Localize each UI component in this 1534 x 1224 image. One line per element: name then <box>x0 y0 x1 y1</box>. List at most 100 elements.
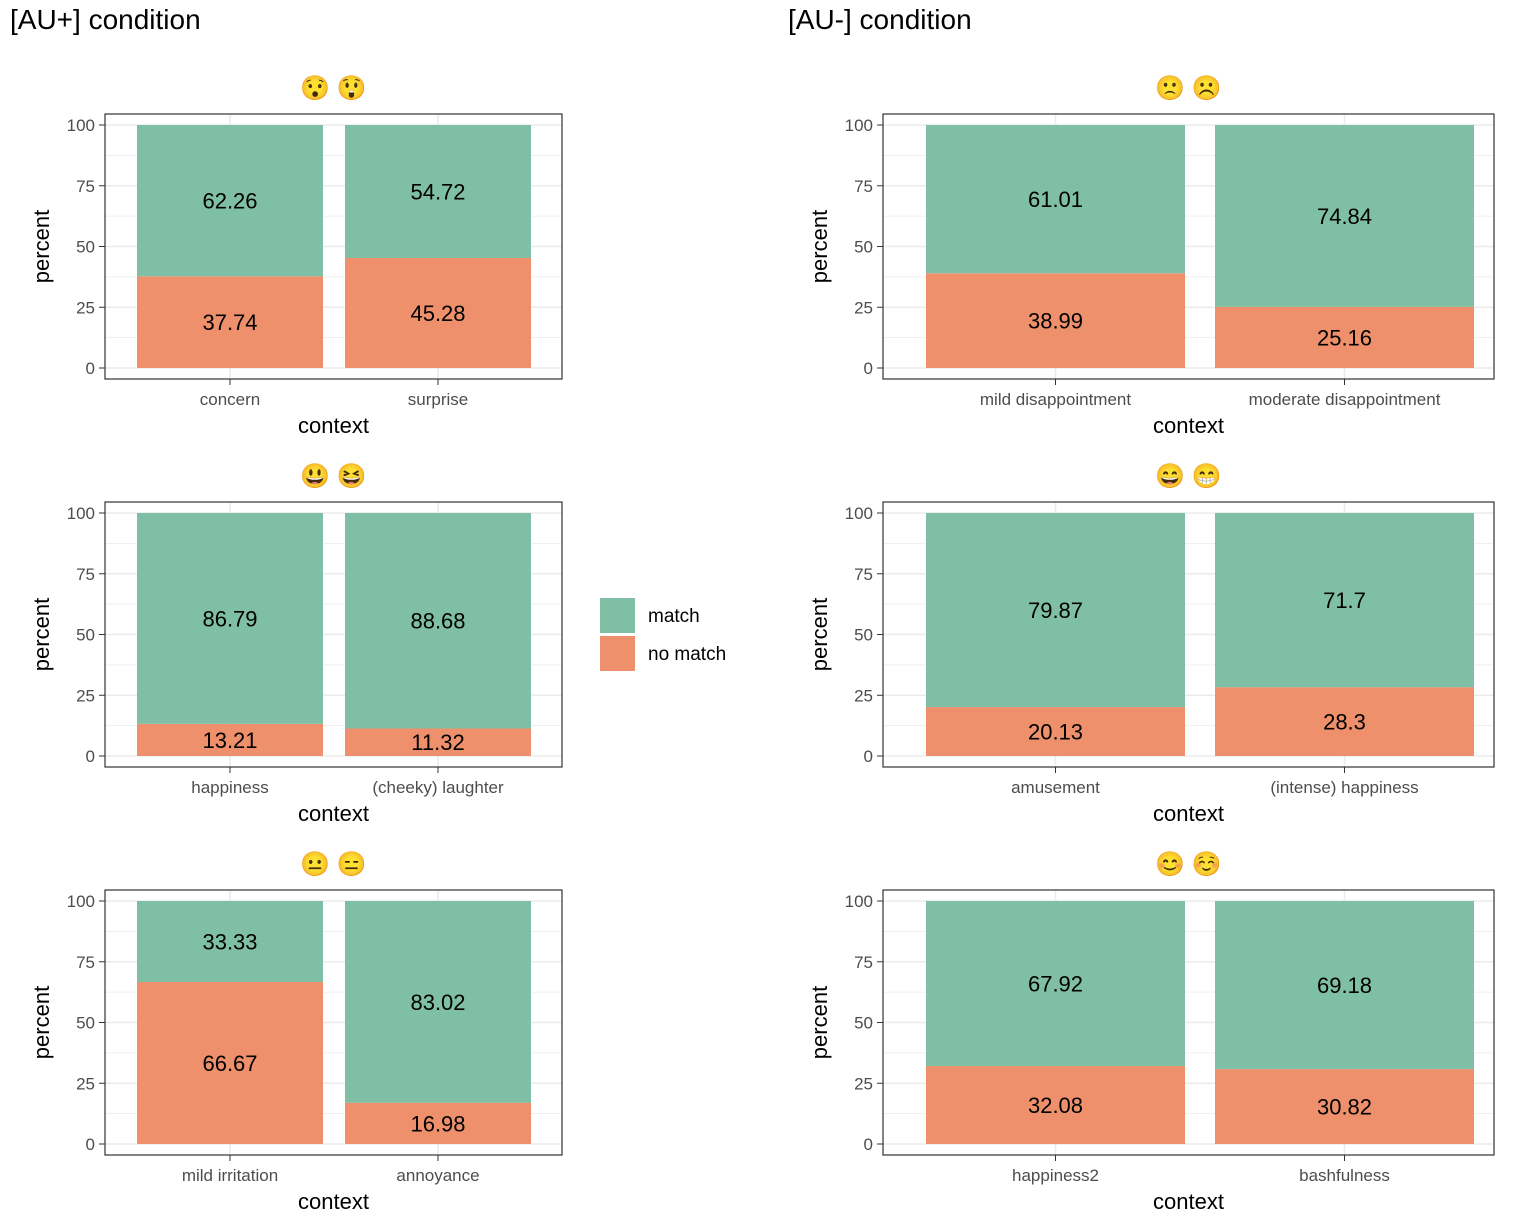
panel-4-y-tick-label: 75 <box>854 565 873 584</box>
panel-2-label-no-match-1: 38.99 <box>1028 309 1083 334</box>
panel-2-x-tick-label-2: moderate disappointment <box>1249 390 1441 409</box>
panel-2-bar-no-match-1 <box>926 273 1185 368</box>
panel-6-y-tick-label: 100 <box>845 892 873 911</box>
panel-5-label-no-match-1: 66.67 <box>202 1051 257 1076</box>
panel-1-y-tick-label: 25 <box>76 298 95 317</box>
panel-6-y-tick-label: 50 <box>854 1014 873 1033</box>
panel-5-y-tick-label: 0 <box>86 1135 95 1154</box>
panel-3-bar-no-match-2 <box>345 728 531 756</box>
panel-5-y-tick-label: 75 <box>76 953 95 972</box>
legend-swatch-1 <box>600 598 635 633</box>
panel-2-x-axis-title: context <box>1153 413 1224 438</box>
panel-3-emoji-title: 😃 😆 <box>300 463 366 490</box>
panel-6-label-match-1: 67.92 <box>1028 972 1083 997</box>
panel-5-y-axis-title: percent <box>29 986 54 1059</box>
panel-3-label-match-2: 88.68 <box>410 609 465 634</box>
panel-4-label-match-1: 79.87 <box>1028 598 1083 623</box>
legend-swatch-2 <box>600 636 635 671</box>
panel-4-bar-no-match-1 <box>926 707 1185 756</box>
panel-6-y-axis-title: percent <box>807 986 832 1059</box>
panel-1-y-tick-label: 0 <box>86 359 95 378</box>
panel-5-emoji-title: 😐 😑 <box>300 851 366 878</box>
panel-4-x-tick-label-2: (intense) happiness <box>1270 778 1418 797</box>
panel-3-bar-match-1 <box>137 513 323 724</box>
panel-5-label-match-2: 83.02 <box>410 990 465 1015</box>
panel-5-x-tick-label-1: mild irritation <box>182 1166 278 1185</box>
panel-2-bar-match-1 <box>926 125 1185 274</box>
panel-1-y-tick-label: 100 <box>67 116 95 135</box>
panel-3-y-tick-label: 0 <box>86 747 95 766</box>
panel-5-bar-no-match-2 <box>345 1102 531 1144</box>
panel-6-bar-no-match-2 <box>1215 1069 1474 1144</box>
panel-1-label-no-match-2: 45.28 <box>410 301 465 326</box>
panel-4-bar-match-1 <box>926 513 1185 708</box>
panel-5-y-tick-label: 25 <box>76 1074 95 1093</box>
legend-label-2: no match <box>648 644 726 665</box>
panel-1-bar-no-match-2 <box>345 257 531 368</box>
panel-5-x-tick-label-2: annoyance <box>396 1166 479 1185</box>
panel-1-y-axis-title: percent <box>29 210 54 283</box>
panel-1-label-match-1: 62.26 <box>202 189 257 214</box>
panel-1-bar-match-2 <box>345 125 531 258</box>
panel-4-label-match-2: 71.7 <box>1323 588 1366 613</box>
panel-2-y-tick-label: 25 <box>854 298 873 317</box>
condition-title-au-minus: [AU-] condition <box>788 4 972 35</box>
panel-4-bar-match-2 <box>1215 513 1474 688</box>
panel-1-label-match-2: 54.72 <box>410 179 465 204</box>
panel-2-y-tick-label: 0 <box>864 359 873 378</box>
panel-5-bar-match-1 <box>137 901 323 982</box>
panel-3-x-tick-label-1: happiness <box>191 778 269 797</box>
condition-title-au-plus: [AU+] condition <box>10 4 201 35</box>
panel-3-label-no-match-1: 13.21 <box>202 728 257 753</box>
panel-3-y-tick-label: 100 <box>67 504 95 523</box>
panel-5-bar-match-2 <box>345 901 531 1103</box>
panel-4-bar-no-match-2 <box>1215 687 1474 756</box>
panel-2-label-no-match-2: 25.16 <box>1317 325 1372 350</box>
panel-2-x-tick-label-1: mild disappointment <box>980 390 1131 409</box>
panel-3-x-tick-label-2: (cheeky) laughter <box>372 778 504 797</box>
panel-3-y-tick-label: 50 <box>76 626 95 645</box>
panel-6-label-no-match-1: 32.08 <box>1028 1093 1083 1118</box>
panel-4-y-axis-title: percent <box>807 598 832 671</box>
panel-4-label-no-match-1: 20.13 <box>1028 720 1083 745</box>
panel-1-x-axis-title: context <box>298 413 369 438</box>
panel-6-bar-no-match-1 <box>926 1066 1185 1144</box>
panel-1-x-tick-label-1: concern <box>200 390 260 409</box>
panel-2-y-axis-title: percent <box>807 210 832 283</box>
panel-5-y-tick-label: 50 <box>76 1014 95 1033</box>
panel-1-bar-no-match-1 <box>137 276 323 368</box>
panel-4-y-tick-label: 0 <box>864 747 873 766</box>
panel-1-bar-match-1 <box>137 125 323 277</box>
panel-3-bar-no-match-1 <box>137 723 323 756</box>
panel-6-x-tick-label-1: happiness2 <box>1012 1166 1099 1185</box>
panel-1-emoji-title: 😯 😲 <box>300 75 366 102</box>
panel-4-y-tick-label: 100 <box>845 504 873 523</box>
panel-6-emoji-title: 😊 ☺️ <box>1155 851 1221 878</box>
panel-4-label-no-match-2: 28.3 <box>1323 710 1366 735</box>
panel-2-y-tick-label: 100 <box>845 116 873 135</box>
panel-5-y-tick-label: 100 <box>67 892 95 911</box>
panel-6-bar-match-1 <box>926 901 1185 1067</box>
panel-2-bar-no-match-2 <box>1215 306 1474 368</box>
panel-2-bar-match-2 <box>1215 125 1474 307</box>
panel-6-x-axis-title: context <box>1153 1189 1224 1214</box>
panel-3-bar-match-2 <box>345 513 531 729</box>
panel-4-emoji-title: 😄 😁 <box>1155 463 1221 490</box>
panel-3-y-tick-label: 25 <box>76 686 95 705</box>
legend-label-1: match <box>648 606 700 627</box>
panel-2-label-match-2: 74.84 <box>1317 204 1372 229</box>
panel-2-label-match-1: 61.01 <box>1028 187 1083 212</box>
panel-4-y-tick-label: 25 <box>854 686 873 705</box>
panel-5-x-axis-title: context <box>298 1189 369 1214</box>
panel-1-label-no-match-1: 37.74 <box>202 310 257 335</box>
panel-6-x-tick-label-2: bashfulness <box>1299 1166 1390 1185</box>
panel-6-y-tick-label: 25 <box>854 1074 873 1093</box>
panel-3-y-axis-title: percent <box>29 598 54 671</box>
panel-6-y-tick-label: 0 <box>864 1135 873 1154</box>
panel-1-y-tick-label: 75 <box>76 177 95 196</box>
panel-5-label-match-1: 33.33 <box>202 929 257 954</box>
panel-6-label-no-match-2: 30.82 <box>1317 1095 1372 1120</box>
panel-2-y-tick-label: 50 <box>854 238 873 257</box>
panel-3-label-match-1: 86.79 <box>202 606 257 631</box>
